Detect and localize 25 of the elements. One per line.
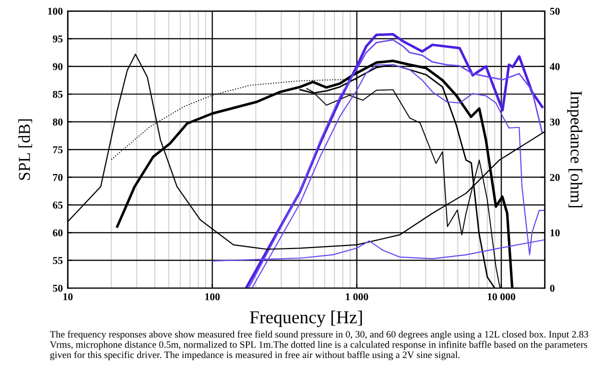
y2-tick-label: 40 [550,63,560,70]
y-tick-label: 55 [52,257,63,264]
x-tick-label: 1 000 [346,293,368,300]
x-tick-label: 100 [205,293,220,300]
y-tick-label: 100 [48,8,63,15]
x-tick-label: 10 000 [488,293,516,300]
y-tick-label: 85 [52,90,63,98]
y-tick-label: 50 [52,284,63,292]
y2-tick-label: 0 [550,284,554,292]
x-tick-label: 10 [63,293,73,300]
y-tick-label: 75 [53,146,63,154]
y2-tick-label: 20 [550,174,560,181]
y-tick-label: 90 [52,63,63,70]
y-tick-label: 60 [52,229,63,236]
y-tick-label: 80 [52,118,63,126]
y-tick-label: 70 [53,174,63,181]
x-axis-title: Frequency [Hz] [250,310,362,328]
text: The frequency responses above show measured free field sound pressure in 0, 30, and 60 degrees angle using a 12L closed box. Input 2.83 Vrms, microphone distance 0.5m, normalized to SPL 1m.The dotted line is a calculated response in infinite baffle based on the parameters given for this specific driver. The impedance is measured in free air without baffle using a 2V sine signal. [50,330,588,360]
y-tick-label: 65 [52,202,63,209]
y2-axis-title: Impedance [ohm] [567,91,582,208]
y2-tick-label: 30 [550,118,560,126]
y2-tick-label: 50 [550,8,560,15]
y2-tick-label: 10 [550,229,560,236]
y-tick-label: 95 [52,35,63,42]
y-axis-title: SPL [dB] [18,119,32,180]
